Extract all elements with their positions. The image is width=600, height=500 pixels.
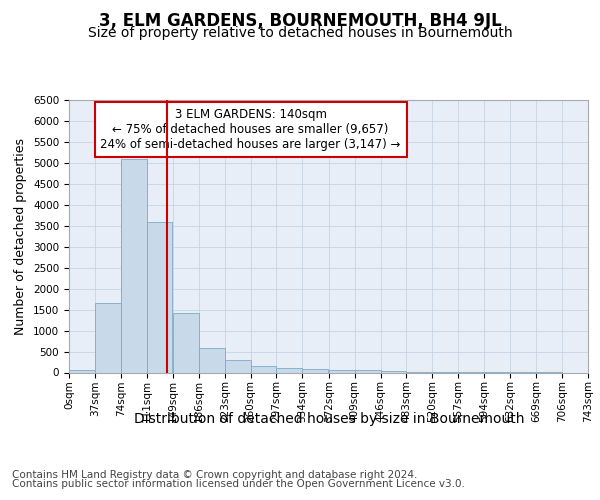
Text: Contains HM Land Registry data © Crown copyright and database right 2024.: Contains HM Land Registry data © Crown c…	[12, 470, 418, 480]
Bar	[173, 312, 199, 372]
Bar	[199, 348, 225, 372]
Text: 3 ELM GARDENS: 140sqm
← 75% of detached houses are smaller (9,657)
24% of semi-d: 3 ELM GARDENS: 140sqm ← 75% of detached …	[100, 108, 401, 151]
Text: 3, ELM GARDENS, BOURNEMOUTH, BH4 9JL: 3, ELM GARDENS, BOURNEMOUTH, BH4 9JL	[98, 12, 502, 30]
Bar	[121, 158, 146, 372]
Bar	[95, 304, 121, 372]
Bar	[69, 370, 95, 372]
Text: Size of property relative to detached houses in Bournemouth: Size of property relative to detached ho…	[88, 26, 512, 40]
Bar	[302, 370, 328, 372]
Text: Distribution of detached houses by size in Bournemouth: Distribution of detached houses by size …	[134, 412, 524, 426]
Y-axis label: Number of detached properties: Number of detached properties	[14, 138, 28, 335]
Bar	[277, 368, 302, 372]
Bar	[146, 222, 172, 372]
Bar	[380, 371, 406, 372]
Bar	[251, 366, 277, 372]
Bar	[329, 370, 355, 372]
Bar	[355, 370, 380, 372]
Text: Contains public sector information licensed under the Open Government Licence v3: Contains public sector information licen…	[12, 479, 465, 489]
Bar	[225, 360, 251, 372]
